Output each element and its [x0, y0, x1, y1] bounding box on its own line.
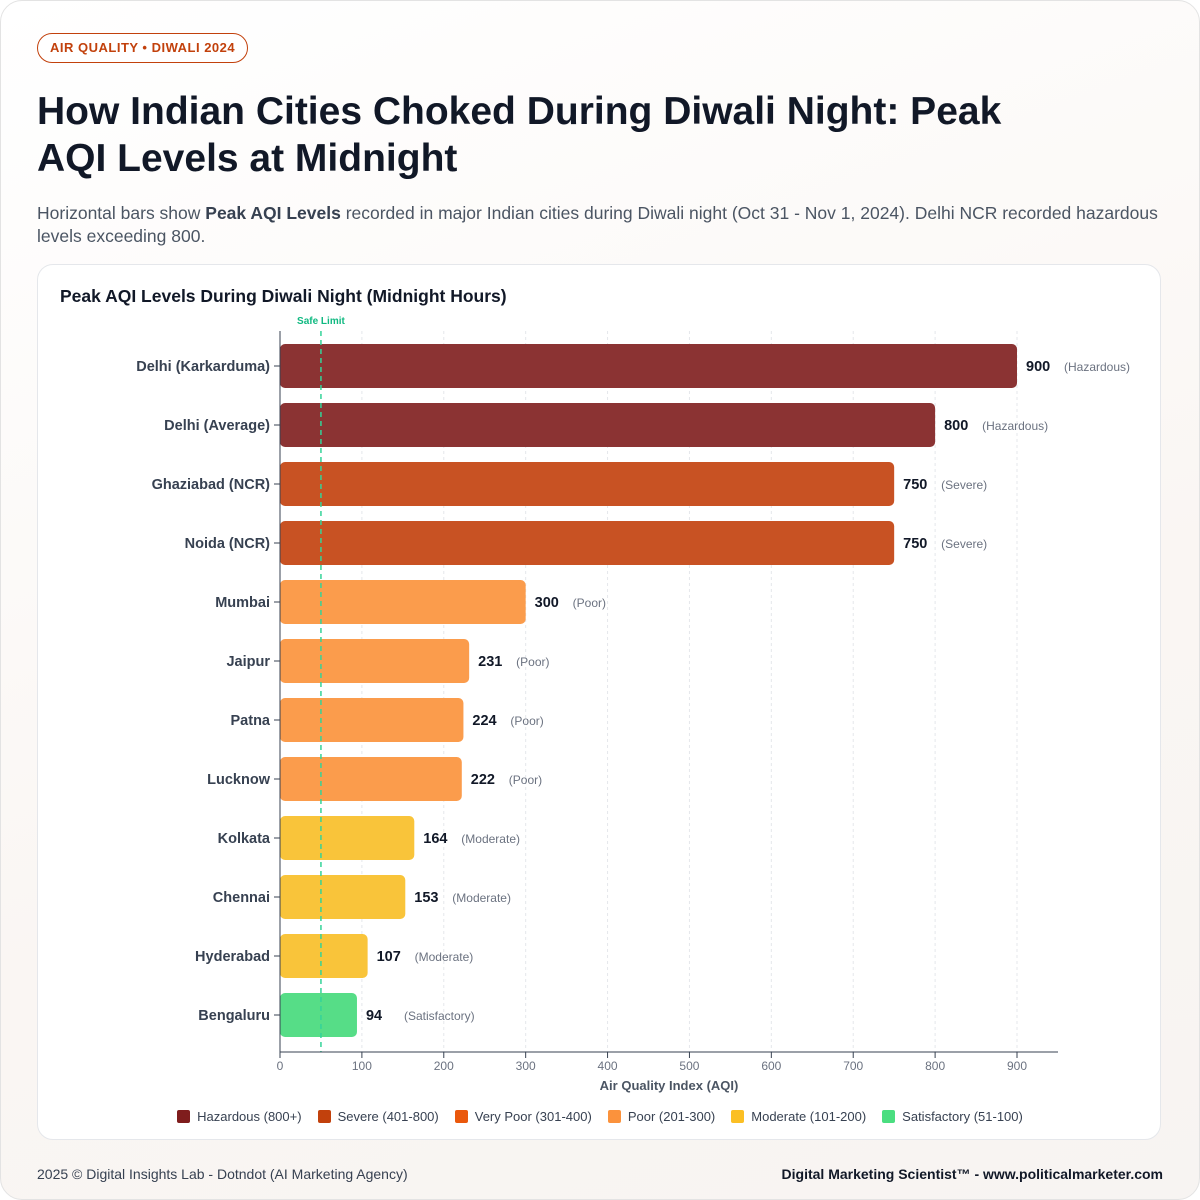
status-label: (Moderate): [461, 832, 520, 846]
status-label: (Moderate): [415, 950, 474, 964]
value-label: 164: [423, 831, 447, 847]
legend-swatch: [882, 1109, 896, 1123]
legend-swatch: [607, 1109, 621, 1123]
status-label: (Severe): [941, 478, 987, 492]
bar: [280, 698, 464, 742]
x-tick-label: 200: [434, 1059, 454, 1073]
category-label: Delhi (Average): [164, 418, 270, 434]
subtitle-highlight: Peak AQI Levels: [205, 203, 341, 223]
status-label: (Severe): [941, 537, 987, 551]
status-label: (Moderate): [452, 891, 511, 905]
category-label: Noida (NCR): [185, 536, 271, 552]
subtitle-text-end: recorded in major Indian cities during D…: [37, 203, 1158, 246]
bar: [280, 757, 462, 801]
chart-legend: Hazardous (800+) Severe (401-800) Very Poo…: [0, 1106, 1200, 1126]
value-label: 224: [472, 713, 496, 729]
value-label: 153: [414, 890, 438, 906]
legend-item: Very Poor (301-400): [454, 1106, 592, 1126]
x-tick-label: 300: [516, 1059, 536, 1073]
legend-item: Moderate (101-200): [731, 1106, 866, 1126]
value-label: 107: [377, 949, 401, 965]
legend-item: Hazardous (800+): [177, 1106, 302, 1126]
status-label: (Poor): [510, 714, 543, 728]
page-subtitle: Horizontal bars show Peak AQI Levels rec…: [37, 202, 1167, 248]
value-label: 300: [535, 595, 559, 611]
legend-item: Satisfactory (51-100): [882, 1106, 1023, 1126]
bar: [280, 580, 526, 624]
legend-swatch: [177, 1109, 191, 1123]
status-label: (Poor): [516, 655, 549, 669]
footer-copyright: 2025 © Digital Insights Lab - Dotndot (A…: [37, 1166, 408, 1182]
bar: [280, 403, 936, 447]
category-label: Jaipur: [226, 654, 270, 670]
category-label: Kolkata: [218, 831, 271, 847]
value-label: 900: [1026, 359, 1050, 375]
legend-label: Severe (401-800): [337, 1108, 439, 1124]
status-label: (Hazardous): [982, 419, 1048, 433]
category-label: Mumbai: [215, 595, 270, 611]
category-label: Patna: [231, 713, 271, 729]
page-title: How Indian Cities Choked During Diwali N…: [37, 90, 1002, 180]
bar: [280, 816, 415, 860]
x-tick-label: 600: [761, 1059, 781, 1073]
footer-brand: Digital Marketing Scientist™ - www.polit…: [781, 1166, 1163, 1182]
chart-title: Peak AQI Levels During Diwali Night (Mid…: [60, 286, 507, 306]
x-tick-label: 0: [277, 1059, 284, 1073]
bar: [280, 875, 406, 919]
legend-label: Very Poor (301-400): [474, 1108, 592, 1124]
x-tick-label: 400: [598, 1059, 618, 1073]
value-label: 222: [471, 772, 495, 788]
legend-label: Moderate (101-200): [751, 1108, 867, 1124]
status-label: (Poor): [509, 773, 542, 787]
x-tick-label: 800: [925, 1059, 945, 1073]
category-label: Ghaziabad (NCR): [152, 477, 271, 493]
bar: [280, 521, 895, 565]
category-label: Hyderabad: [195, 949, 270, 965]
legend-label: Poor (201-300): [627, 1108, 716, 1124]
value-label: 750: [903, 477, 927, 493]
legend-label: Hazardous (800+): [197, 1108, 302, 1124]
x-tick-label: 700: [843, 1059, 863, 1073]
category-label: Delhi (Karkarduma): [136, 359, 270, 375]
value-label: 231: [478, 654, 502, 670]
value-label: 750: [903, 536, 927, 552]
status-label: (Hazardous): [1064, 360, 1130, 374]
legend-swatch: [317, 1109, 331, 1123]
bar: [280, 462, 895, 506]
bar: [280, 639, 470, 683]
category-label: Lucknow: [207, 772, 271, 788]
bar: [280, 344, 1017, 388]
value-label: 94: [366, 1008, 382, 1024]
x-tick-label: 900: [1007, 1059, 1027, 1073]
legend-swatch: [454, 1109, 468, 1123]
x-axis-title: Air Quality Index (AQI): [600, 1078, 739, 1093]
safe-limit-label: Safe Limit: [297, 316, 345, 327]
x-tick-label: 500: [679, 1059, 699, 1073]
category-label: Bengaluru: [198, 1008, 270, 1024]
x-tick-label: 100: [352, 1059, 372, 1073]
subtitle-text-start: Horizontal bars show: [37, 203, 206, 223]
category-label: Chennai: [213, 890, 270, 906]
status-label: (Poor): [573, 596, 606, 610]
legend-item: Poor (201-300): [607, 1106, 716, 1126]
legend-label: Satisfactory (51-100): [902, 1108, 1023, 1124]
bar: [280, 993, 357, 1037]
legend-item: Severe (401-800): [317, 1106, 439, 1126]
category-tag: AIR QUALITY • DIWALI 2024: [37, 33, 249, 63]
legend-swatch: [731, 1109, 745, 1123]
bar: [280, 934, 368, 978]
value-label: 800: [944, 418, 968, 434]
status-label: (Satisfactory): [404, 1009, 475, 1023]
